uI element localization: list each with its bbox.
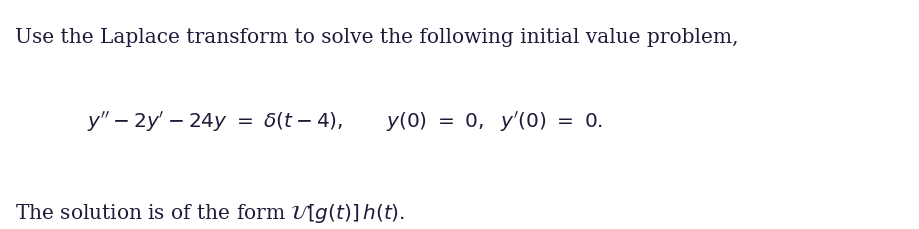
Text: Use the Laplace transform to solve the following initial value problem,: Use the Laplace transform to solve the f…	[15, 27, 737, 46]
Text: The solution is of the form $\mathcal{U}[g(t)]\, h(t).$: The solution is of the form $\mathcal{U}…	[15, 202, 404, 224]
Text: $y'' - 2y' - 24y \ =\ \delta(t-4), \qquad y(0)\ =\ 0,\ \ y'(0)\ =\ 0.$: $y'' - 2y' - 24y \ =\ \delta(t-4), \qqua…	[87, 110, 603, 134]
